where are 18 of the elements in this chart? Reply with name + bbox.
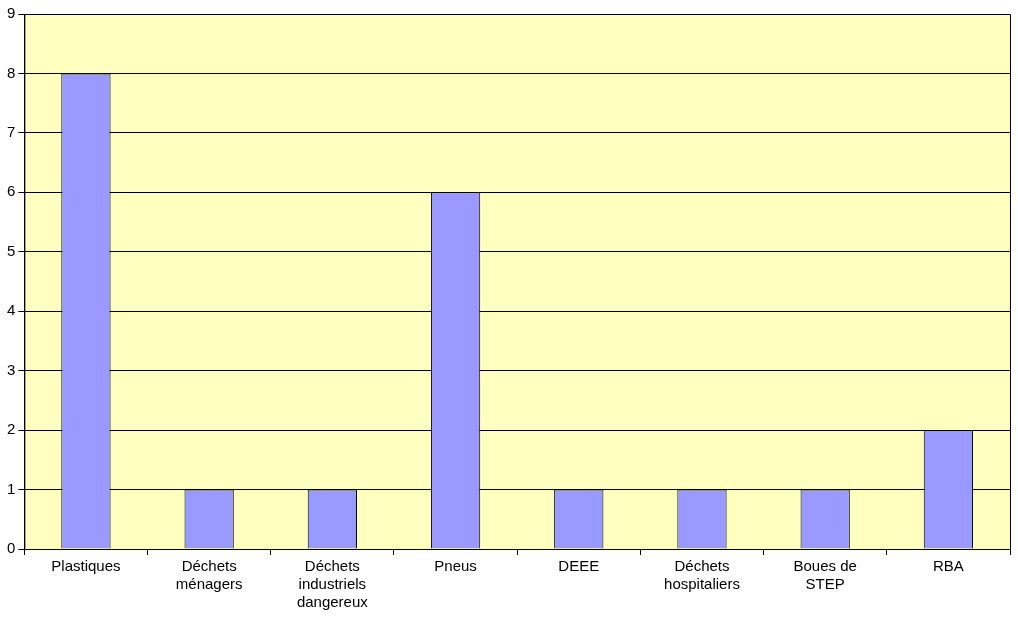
y-tick-label: 0 (7, 539, 16, 557)
x-tick-label: DEEE (558, 557, 600, 575)
x-tick-label: Déchets hospitaliers (664, 557, 740, 593)
x-tick-label: RBA (932, 557, 964, 575)
y-tick-label: 2 (7, 420, 16, 438)
x-tick-label: Pneus (434, 557, 477, 575)
x-tick-label: Boues de STEP (793, 557, 857, 593)
y-tick-label: 8 (7, 63, 16, 81)
y-tick-label: 5 (7, 241, 16, 259)
x-tick-label: Déchets industriels dangereux (296, 557, 369, 611)
y-tick-label: 9 (7, 4, 16, 22)
x-tick-label: Plastiques (51, 557, 121, 575)
y-tick-label: 7 (7, 123, 16, 141)
y-tick-label: 6 (7, 182, 16, 200)
y-tick-label: 4 (7, 301, 16, 319)
y-tick-label: 3 (7, 360, 16, 378)
x-tick-label: Déchets ménagers (175, 557, 243, 593)
y-tick-label: 1 (7, 479, 16, 497)
